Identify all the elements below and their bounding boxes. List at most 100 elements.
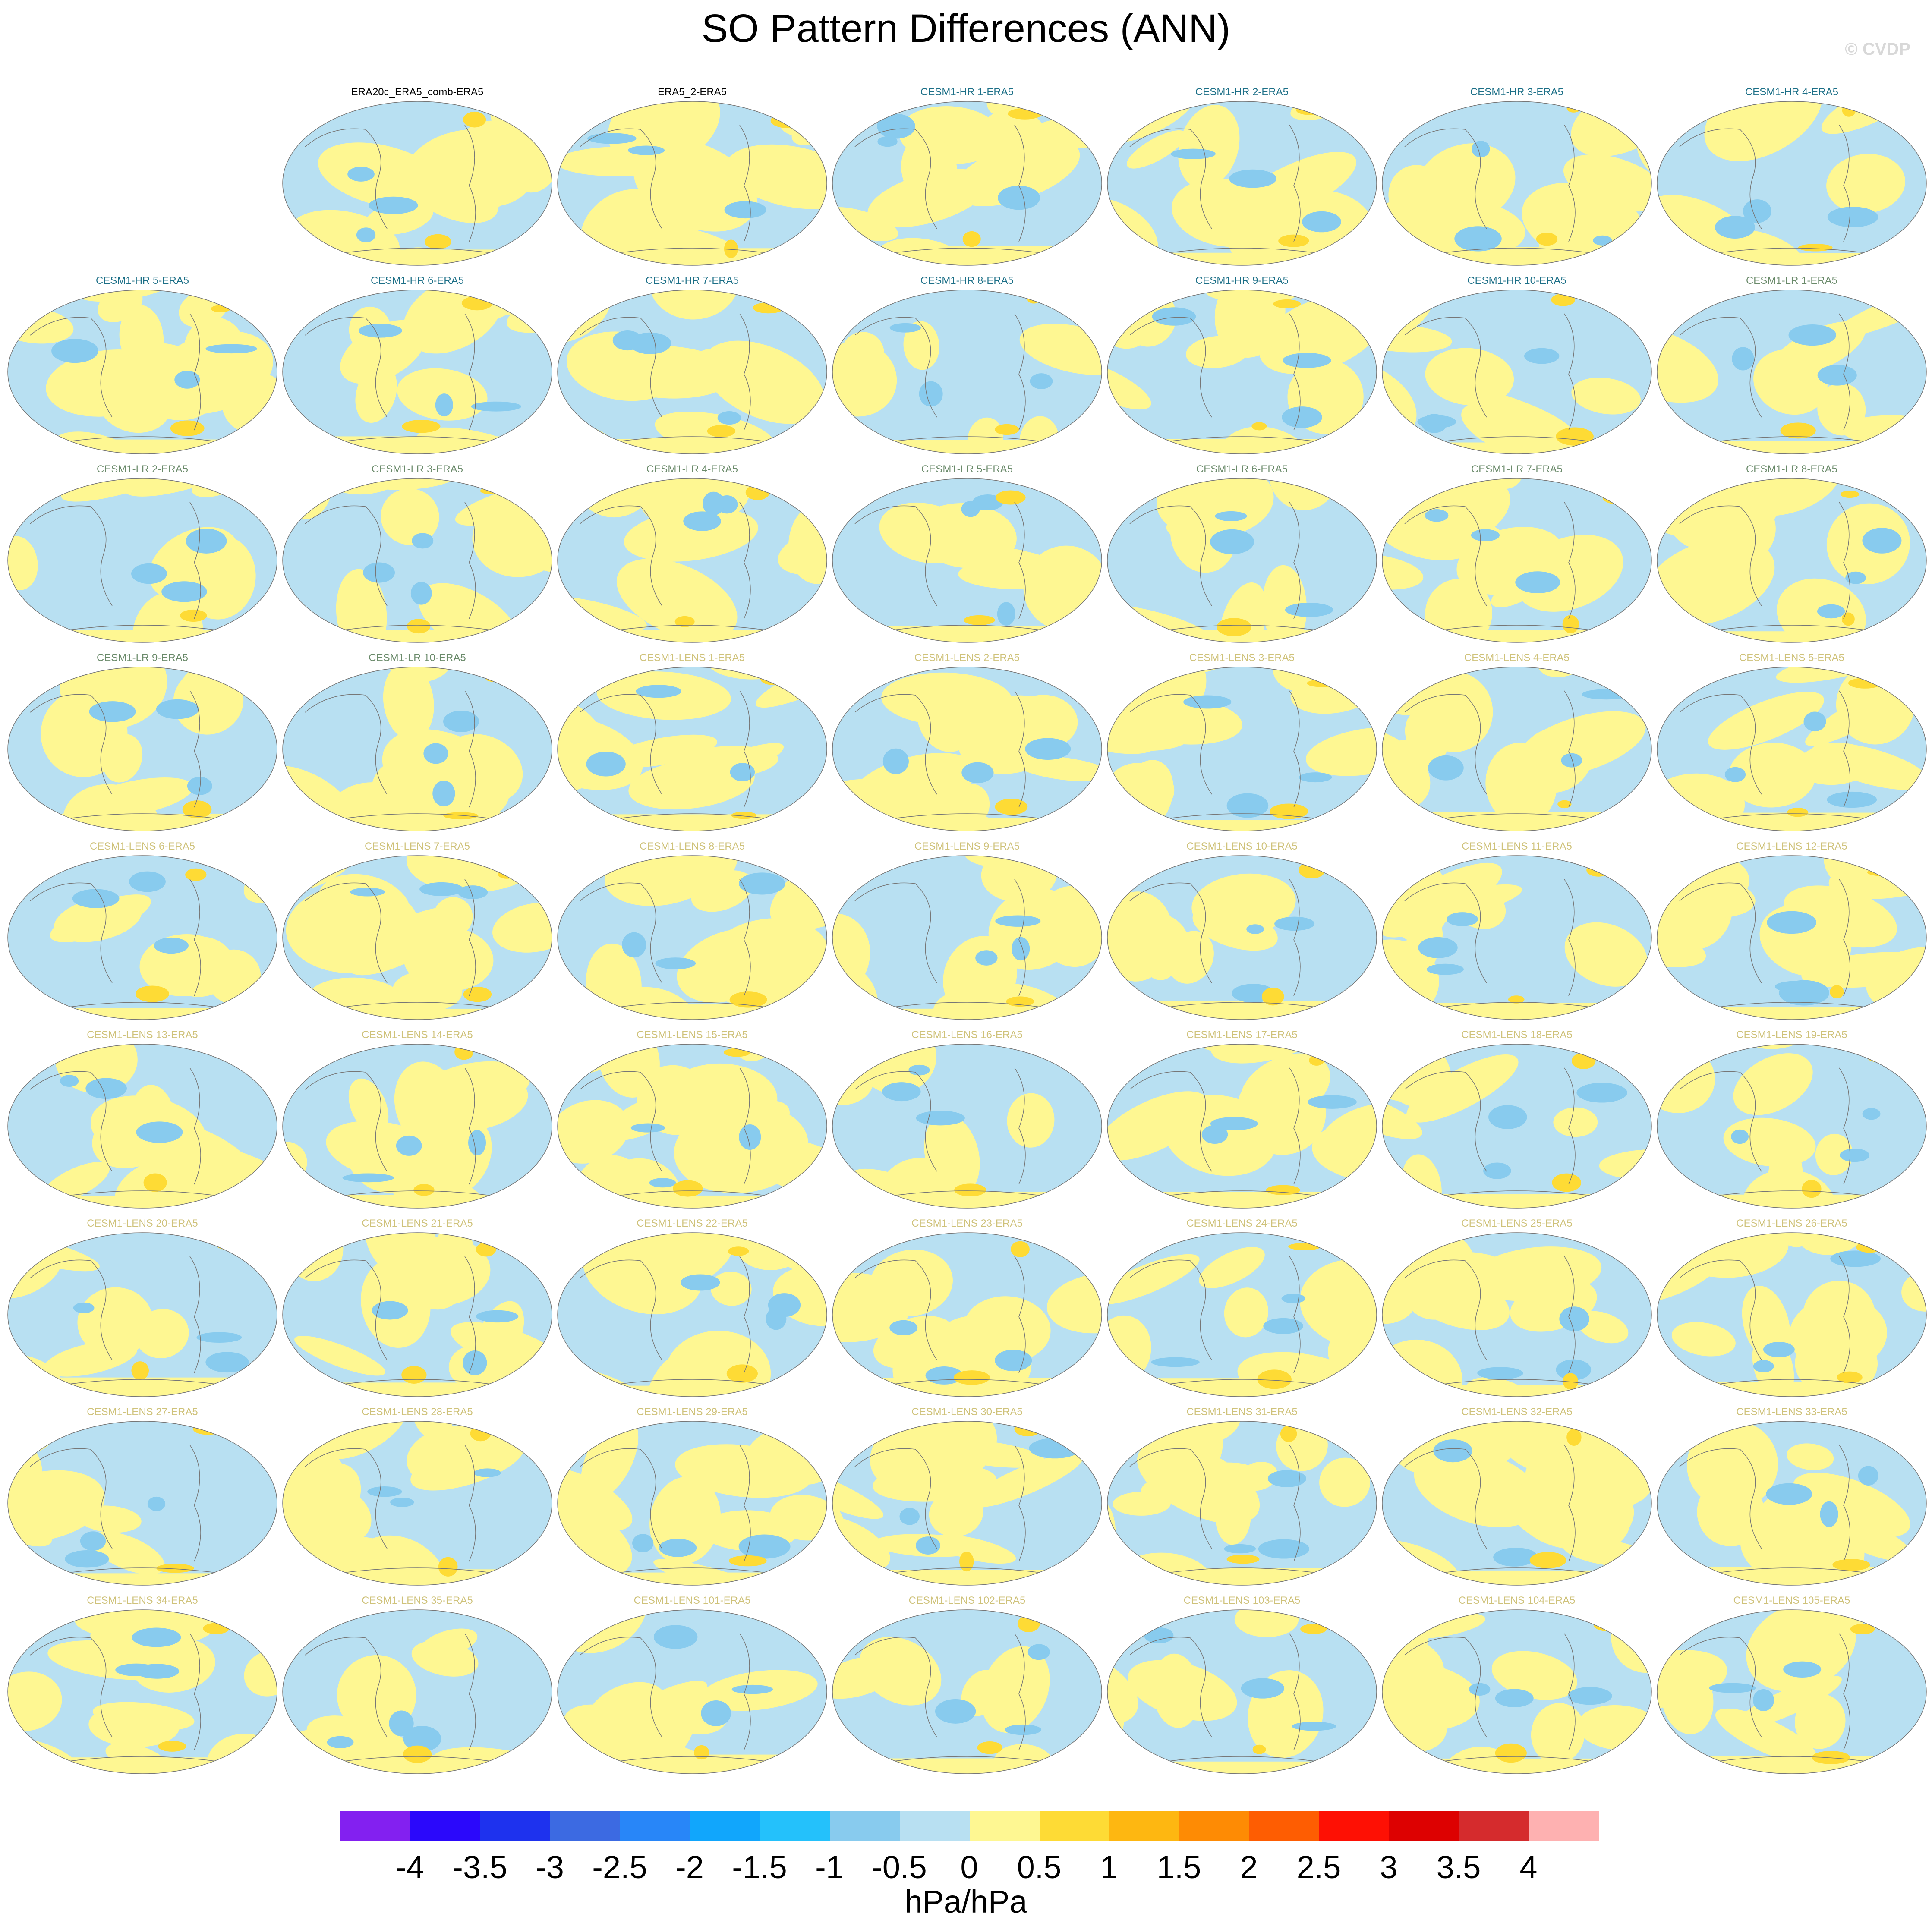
positive-anomaly-region	[1226, 1555, 1260, 1564]
negative-anomaly-region	[1454, 226, 1502, 252]
map-field	[832, 478, 1102, 643]
positive-anomaly-region	[1553, 1107, 1598, 1137]
negative-anomaly-region	[342, 1173, 394, 1183]
positive-anomaly-region	[1418, 1421, 1527, 1486]
positive-anomaly-region	[1605, 1234, 1632, 1245]
panel-title: CESM1-LENS 17-ERA5	[1186, 1029, 1298, 1041]
map-field	[7, 478, 277, 643]
positive-anomaly-region	[463, 987, 492, 1002]
map-panel: CESM1-LR 3-ERA5	[279, 463, 555, 645]
coastlines	[580, 1445, 779, 1575]
negative-anomaly-region	[476, 1310, 519, 1323]
negative-anomaly-region	[1428, 755, 1464, 781]
positive-anomaly-region	[841, 332, 884, 375]
colorbar-tick-label: 3	[1380, 1849, 1398, 1885]
positive-anomaly-region	[203, 1623, 230, 1634]
coastlines	[1404, 1633, 1604, 1763]
coastlines	[1404, 1256, 1604, 1386]
coastlines	[30, 1256, 229, 1386]
panel-title: CESM1-LR 2-ERA5	[96, 463, 189, 475]
map-panel: CESM1-LENS 2-ERA5	[829, 652, 1105, 833]
map-field	[557, 1609, 827, 1774]
positive-anomaly-region	[1050, 857, 1078, 875]
positive-anomaly-region	[1266, 1185, 1300, 1195]
colorbar-tick-label: -4	[396, 1849, 424, 1885]
coastlines	[580, 879, 779, 1009]
positive-anomaly-region	[1875, 1427, 1899, 1441]
map-panel: CESM1-LENS 22-ERA5	[554, 1218, 830, 1399]
negative-anomaly-region	[627, 145, 665, 155]
colorbar-swatch	[1179, 1811, 1249, 1841]
negative-anomaly-region	[1561, 753, 1582, 768]
positive-anomaly-region	[648, 853, 731, 854]
negative-anomaly-region	[1524, 348, 1560, 364]
negative-anomaly-region	[916, 1111, 965, 1126]
positive-anomaly-region	[480, 487, 506, 494]
negative-anomaly-region	[730, 763, 755, 781]
positive-anomaly-region	[1339, 639, 1377, 642]
map-panel: CESM1-LR 7-ERA5	[1379, 463, 1655, 645]
map-field	[557, 476, 830, 643]
panel-title: CESM1-LENS 34-ERA5	[87, 1595, 198, 1606]
map-field	[7, 1044, 277, 1209]
map-field	[282, 1609, 552, 1774]
map-panel: CESM1-HR 1-ERA5	[829, 86, 1105, 268]
positive-anomaly-region	[492, 902, 552, 953]
panel-title: CESM1-HR 10-ERA5	[1467, 275, 1566, 286]
coastlines	[305, 502, 504, 632]
positive-anomaly-region	[1008, 108, 1042, 120]
map-field	[832, 1232, 1102, 1397]
map-field	[1107, 1232, 1377, 1397]
positive-anomaly-region	[778, 517, 827, 576]
negative-anomaly-region	[367, 1486, 402, 1497]
negative-anomaly-region	[1724, 767, 1746, 782]
negative-anomaly-region	[935, 1699, 976, 1724]
map-panel: CESM1-LENS 11-ERA5	[1379, 840, 1655, 1022]
positive-anomaly-region	[995, 424, 1019, 435]
map-field	[1107, 101, 1377, 266]
negative-anomaly-region	[1274, 916, 1315, 931]
positive-anomaly-region	[158, 1741, 186, 1752]
positive-anomaly-region	[731, 812, 757, 819]
positive-anomaly-region	[873, 1464, 996, 1502]
positive-anomaly-region	[1536, 233, 1558, 246]
positive-anomaly-region	[1469, 1246, 1602, 1301]
positive-anomaly-region	[770, 113, 804, 128]
map-panel: CESM1-HR 6-ERA5	[279, 275, 555, 456]
positive-anomaly-region	[501, 1617, 533, 1633]
negative-anomaly-region	[724, 201, 766, 219]
panel-title: CESM1-LENS 14-ERA5	[362, 1029, 473, 1041]
negative-anomaly-region	[908, 1064, 930, 1076]
positive-anomaly-region	[1826, 154, 1906, 214]
map-panel: CESM1-LR 8-ERA5	[1654, 463, 1930, 645]
negative-anomaly-region	[1483, 1162, 1511, 1179]
negative-anomaly-region	[630, 1123, 665, 1133]
positive-anomaly-region	[88, 1704, 180, 1747]
map-panel: CESM1-LENS 7-ERA5	[279, 840, 555, 1022]
coastlines	[580, 1256, 779, 1386]
positive-anomaly-region	[1382, 667, 1427, 682]
coastlines	[305, 1067, 504, 1198]
positive-anomaly-region	[131, 1361, 149, 1380]
positive-anomaly-region	[1856, 1241, 1883, 1253]
map-panel: CESM1-HR 3-ERA5	[1379, 86, 1655, 268]
negative-anomaly-region	[129, 871, 166, 892]
negative-anomaly-region	[356, 227, 376, 242]
positive-anomaly-region	[1815, 1133, 1853, 1175]
map-field	[832, 855, 1102, 1020]
negative-anomaly-region	[1477, 1367, 1523, 1379]
positive-anomaly-region	[1848, 678, 1882, 689]
positive-anomaly-region	[673, 1180, 703, 1197]
positive-anomaly-region	[929, 1490, 983, 1537]
panel-title: CESM1-LENS 20-ERA5	[87, 1218, 198, 1229]
panel-title: CESM1-LENS 2-ERA5	[914, 652, 1020, 664]
map-field	[832, 667, 1102, 831]
panel-title: CESM1-LENS 33-ERA5	[1736, 1406, 1847, 1418]
negative-anomaly-region	[1495, 1689, 1534, 1708]
positive-anomaly-region	[407, 619, 431, 634]
coastlines	[854, 879, 1054, 1009]
positive-anomaly-region	[1840, 490, 1860, 498]
positive-anomaly-region	[751, 476, 830, 479]
colorbar-swatch	[620, 1811, 690, 1841]
positive-anomaly-region	[1300, 1624, 1327, 1634]
